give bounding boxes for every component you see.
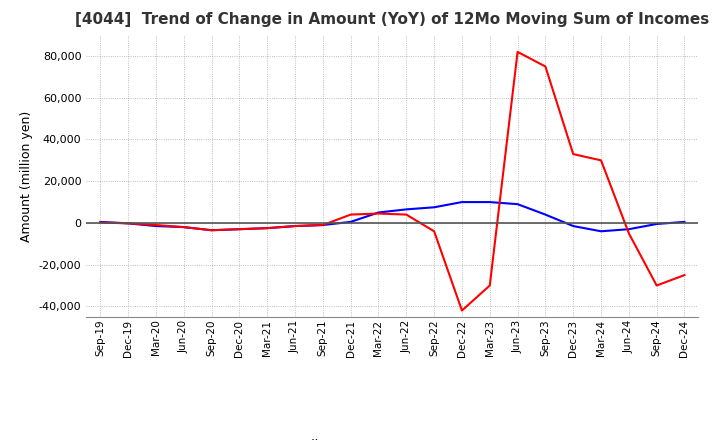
Net Income: [207, 227, 216, 233]
Ordinary Income: [541, 212, 550, 217]
Net Income: [624, 231, 633, 236]
Legend: Ordinary Income, Net Income: Ordinary Income, Net Income: [246, 434, 539, 440]
Ordinary Income: [402, 207, 410, 212]
Net Income: [346, 212, 355, 217]
Net Income: [263, 226, 271, 231]
Net Income: [513, 49, 522, 55]
Ordinary Income: [597, 229, 606, 234]
Net Income: [374, 211, 383, 216]
Title: [4044]  Trend of Change in Amount (YoY) of 12Mo Moving Sum of Incomes: [4044] Trend of Change in Amount (YoY) o…: [76, 12, 709, 27]
Ordinary Income: [430, 205, 438, 210]
Net Income: [402, 212, 410, 217]
Net Income: [291, 224, 300, 229]
Net Income: [680, 272, 689, 278]
Ordinary Income: [291, 224, 300, 229]
Net Income: [235, 227, 243, 232]
Net Income: [569, 151, 577, 157]
Net Income: [485, 283, 494, 288]
Line: Net Income: Net Income: [100, 52, 685, 311]
Ordinary Income: [179, 224, 188, 230]
Net Income: [541, 64, 550, 69]
Ordinary Income: [374, 210, 383, 215]
Line: Ordinary Income: Ordinary Income: [100, 202, 685, 231]
Ordinary Income: [624, 227, 633, 232]
Net Income: [179, 224, 188, 230]
Ordinary Income: [652, 221, 661, 227]
Ordinary Income: [263, 226, 271, 231]
Ordinary Income: [152, 224, 161, 229]
Net Income: [318, 222, 327, 227]
Ordinary Income: [513, 202, 522, 207]
Net Income: [458, 308, 467, 313]
Ordinary Income: [207, 227, 216, 233]
Net Income: [152, 222, 161, 227]
Ordinary Income: [318, 222, 327, 227]
Ordinary Income: [458, 199, 467, 205]
Net Income: [96, 220, 104, 225]
Net Income: [597, 158, 606, 163]
Net Income: [124, 221, 132, 226]
Ordinary Income: [96, 219, 104, 224]
Ordinary Income: [485, 199, 494, 205]
Ordinary Income: [124, 221, 132, 226]
Net Income: [652, 283, 661, 288]
Ordinary Income: [235, 227, 243, 232]
Ordinary Income: [569, 224, 577, 229]
Y-axis label: Amount (million yen): Amount (million yen): [20, 110, 33, 242]
Ordinary Income: [346, 219, 355, 224]
Net Income: [430, 229, 438, 234]
Ordinary Income: [680, 219, 689, 224]
